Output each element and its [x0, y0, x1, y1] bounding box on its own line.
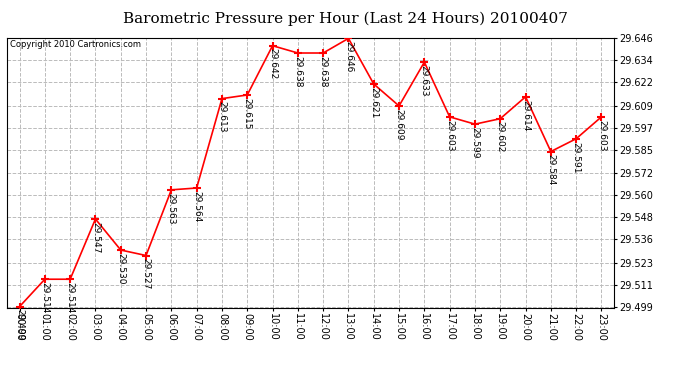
Text: 29.638: 29.638	[319, 56, 328, 87]
Text: 29.603: 29.603	[597, 120, 606, 151]
Text: Barometric Pressure per Hour (Last 24 Hours) 20100407: Barometric Pressure per Hour (Last 24 Ho…	[123, 11, 567, 26]
Text: 29.638: 29.638	[293, 56, 302, 87]
Text: 29.615: 29.615	[243, 98, 252, 129]
Text: 29.514: 29.514	[66, 282, 75, 314]
Text: 29.613: 29.613	[217, 101, 226, 133]
Text: 29.602: 29.602	[495, 122, 505, 153]
Text: 29.591: 29.591	[571, 141, 581, 173]
Text: 29.621: 29.621	[369, 87, 378, 118]
Text: 29.564: 29.564	[192, 191, 201, 222]
Text: 29.642: 29.642	[268, 48, 277, 80]
Text: 29.527: 29.527	[141, 258, 150, 290]
Text: 29.614: 29.614	[521, 100, 530, 131]
Text: Copyright 2010 Cartronics.com: Copyright 2010 Cartronics.com	[10, 40, 141, 49]
Text: 29.530: 29.530	[116, 253, 126, 284]
Text: 29.547: 29.547	[91, 222, 100, 253]
Text: 29.584: 29.584	[546, 154, 555, 186]
Text: 29.603: 29.603	[445, 120, 454, 151]
Text: 29.633: 29.633	[420, 65, 429, 96]
Text: 29.514: 29.514	[40, 282, 50, 314]
Text: 29.563: 29.563	[167, 193, 176, 224]
Text: 29.499: 29.499	[15, 309, 24, 341]
Text: 29.599: 29.599	[471, 127, 480, 158]
Text: 29.646: 29.646	[344, 41, 353, 73]
Text: 29.609: 29.609	[395, 109, 404, 140]
